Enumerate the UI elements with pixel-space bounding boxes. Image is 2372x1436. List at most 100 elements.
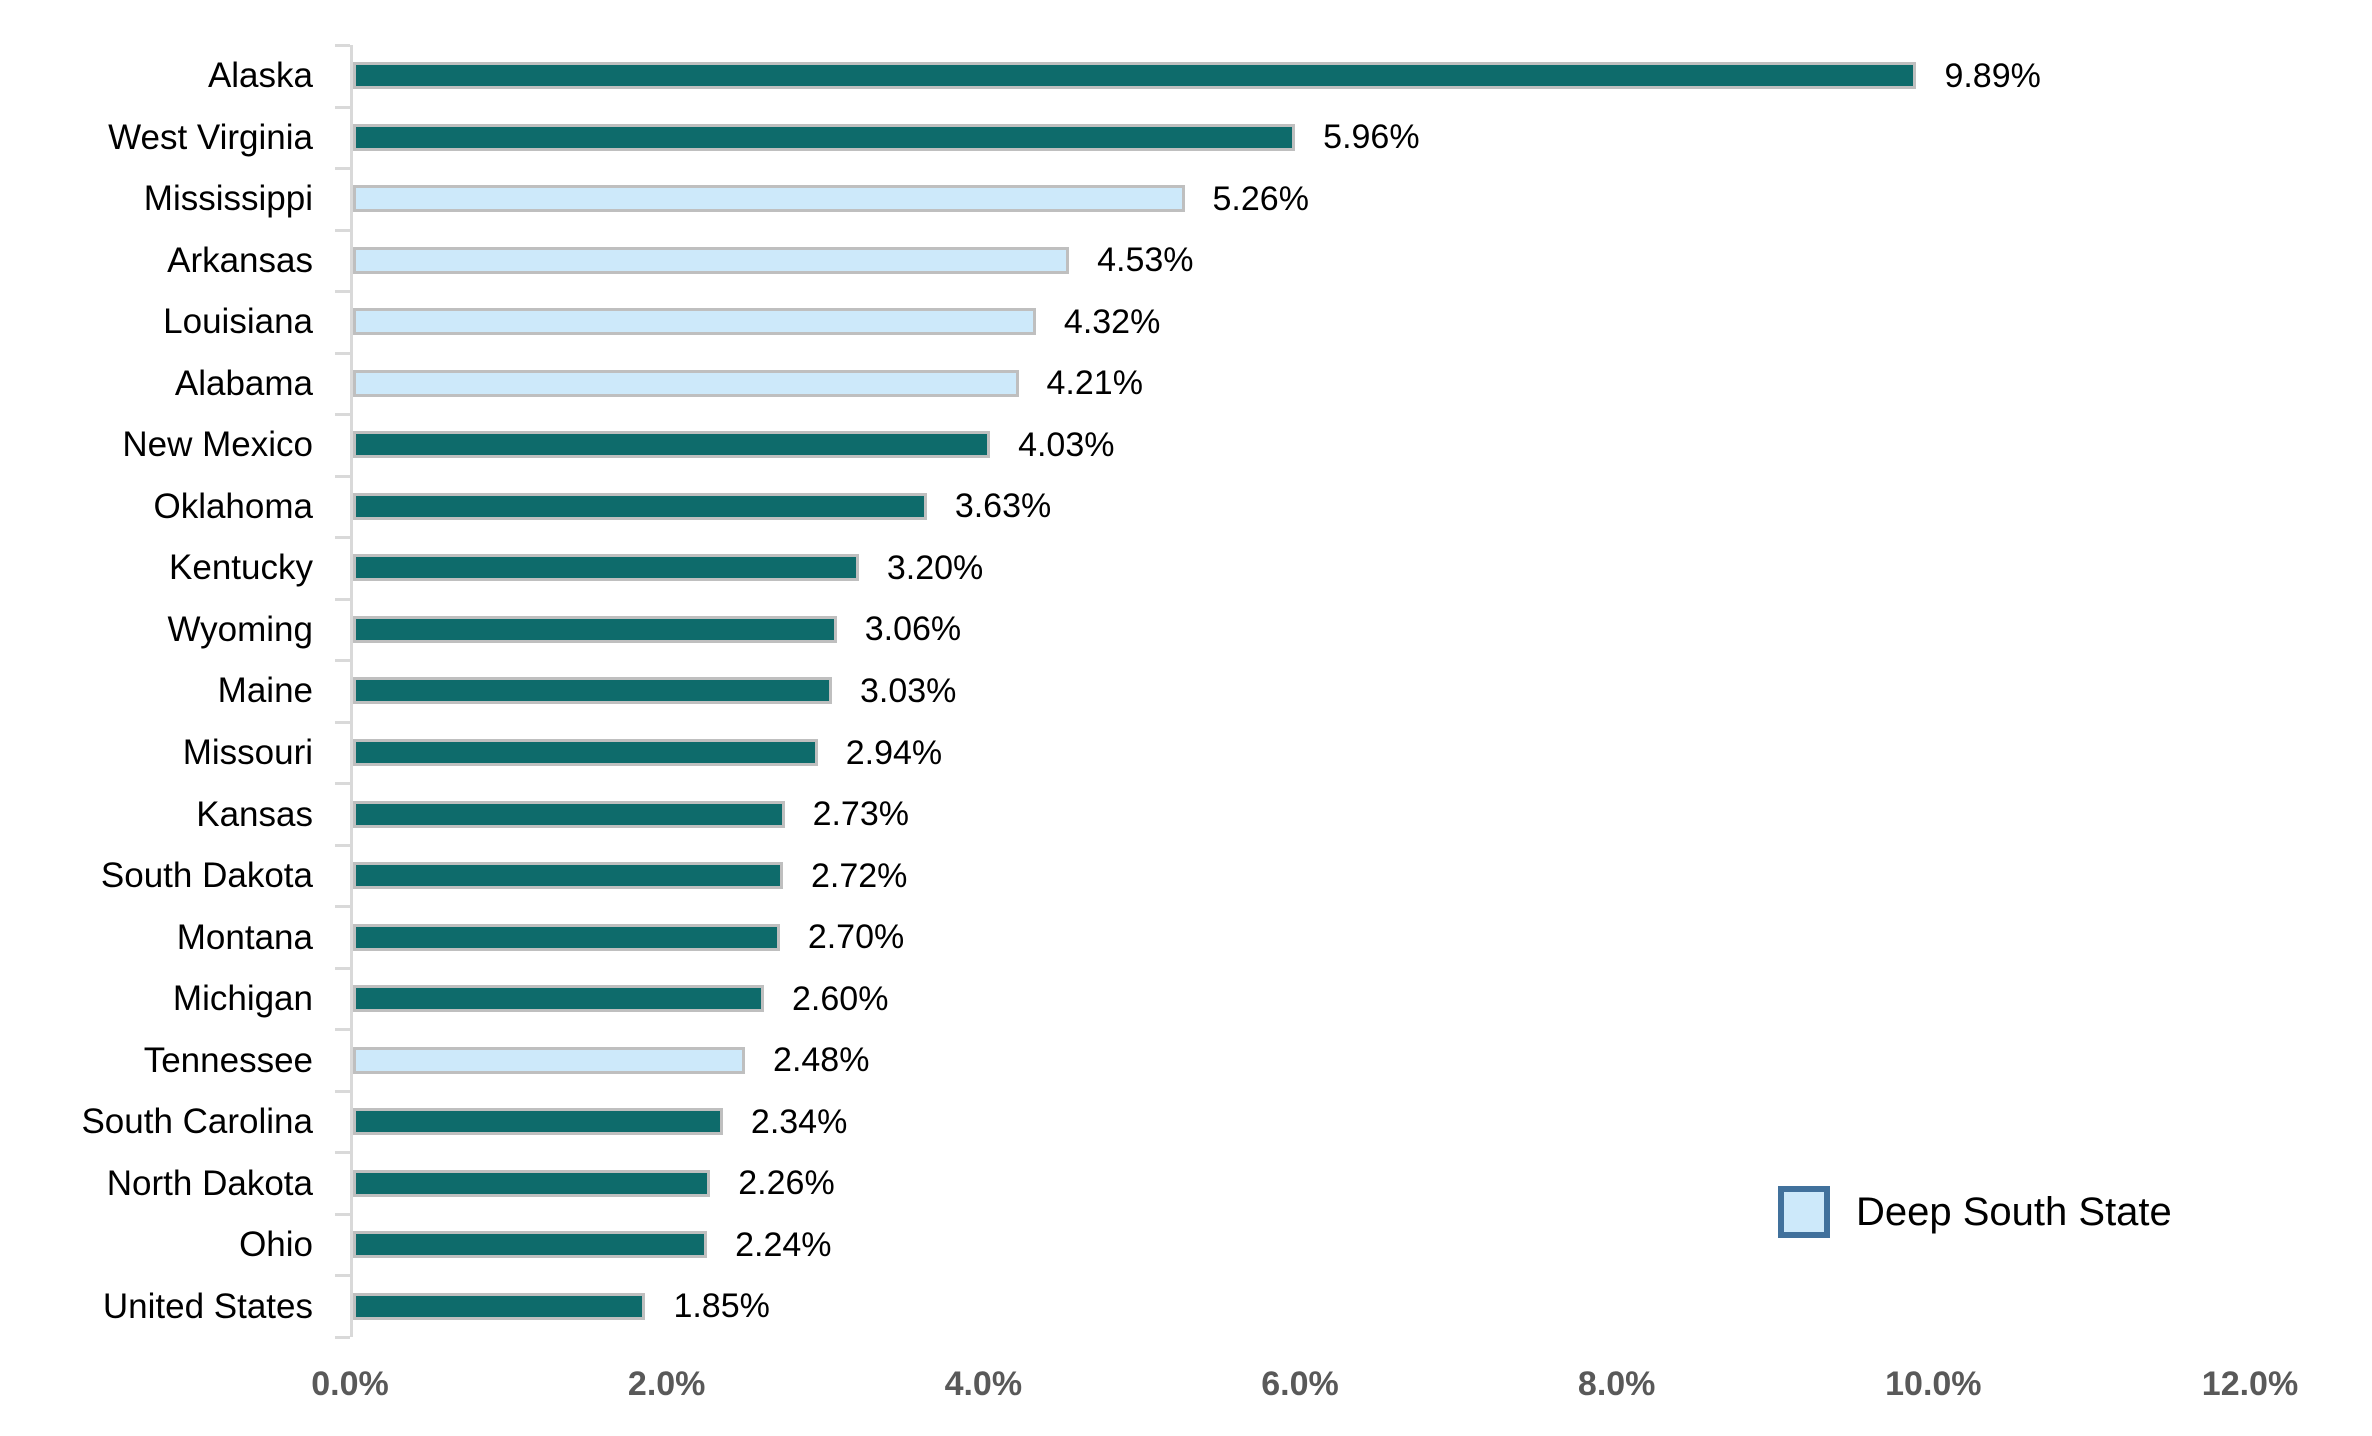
category-label: South Dakota xyxy=(100,856,313,896)
bar-row: Kentucky 3.20% xyxy=(169,537,2250,599)
y-axis-tick xyxy=(335,597,350,601)
y-axis-tick xyxy=(335,1274,350,1278)
value-label: 2.70% xyxy=(807,918,905,957)
category-label: New Mexico xyxy=(122,425,313,465)
x-axis-tick-label: 12.0% xyxy=(2201,1365,2299,1403)
y-axis-tick xyxy=(335,351,350,355)
y-axis-tick xyxy=(335,1151,350,1155)
value-label: 2.73% xyxy=(812,795,909,834)
y-axis-tick xyxy=(335,167,350,171)
value-label: 4.21% xyxy=(1046,364,1143,403)
value-label: 5.96% xyxy=(1323,118,1420,157)
bar-row: Louisiana 4.32% xyxy=(163,291,2250,353)
bar xyxy=(353,431,991,459)
bar xyxy=(353,923,780,951)
y-axis-tick xyxy=(335,44,350,47)
y-axis-tick xyxy=(335,905,350,909)
value-label: 5.26% xyxy=(1212,179,1309,218)
y-axis-tick xyxy=(335,720,350,724)
bar-deep-south xyxy=(353,1046,746,1074)
bar xyxy=(353,1292,646,1320)
bar xyxy=(353,985,765,1013)
y-axis-tick xyxy=(335,1212,350,1216)
category-label: Kansas xyxy=(196,794,313,834)
bar-deep-south xyxy=(353,308,1036,336)
bar-row: Maine 3.03% xyxy=(218,660,2250,722)
bar-row: South Dakota 2.72% xyxy=(101,845,2250,907)
bar-row: Montana 2.70% xyxy=(177,906,2250,968)
legend: Deep South State xyxy=(1778,1186,2172,1238)
y-axis-tick xyxy=(335,966,350,970)
bar-row: New Mexico 4.03% xyxy=(122,414,2250,476)
category-label: Michigan xyxy=(172,979,313,1019)
y-axis-tick xyxy=(335,1089,350,1093)
category-label: Arkansas xyxy=(167,240,313,280)
bar xyxy=(353,800,785,828)
bar-row: United States 1.85% xyxy=(103,1275,2250,1337)
value-label: 2.72% xyxy=(810,856,908,895)
legend-swatch-deep-south xyxy=(1778,1186,1830,1238)
category-label: Ohio xyxy=(239,1225,313,1265)
category-label: Missouri xyxy=(182,733,313,772)
bar-row: Tennessee 2.48% xyxy=(144,1029,2250,1091)
bar xyxy=(353,123,1296,151)
y-axis-tick xyxy=(335,1028,350,1032)
category-label: Louisiana xyxy=(163,302,313,342)
plot-area: Alaska 9.89% West Virginia 5.96% Mississippi… xyxy=(81,44,2250,1339)
y-axis-tick xyxy=(335,1336,350,1339)
bar-row: Alabama 4.21% xyxy=(175,353,2250,415)
bar xyxy=(353,677,832,705)
bar xyxy=(353,492,927,520)
y-axis-tick xyxy=(335,843,350,847)
y-axis-tick xyxy=(335,536,350,540)
value-label: 2.60% xyxy=(792,979,889,1018)
bar xyxy=(353,62,1917,90)
bar xyxy=(353,862,783,890)
bar-row: South Carolina 2.34% xyxy=(81,1091,2250,1153)
x-axis-tick-label: 8.0% xyxy=(1577,1365,1656,1403)
bar-row: Ohio 2.24% xyxy=(239,1214,2250,1276)
x-axis-tick-label: 10.0% xyxy=(1885,1365,1982,1403)
value-label: 4.53% xyxy=(1097,241,1194,280)
category-label: Tennessee xyxy=(143,1040,313,1080)
value-label: 2.26% xyxy=(738,1164,835,1203)
value-label: 2.94% xyxy=(845,733,943,772)
y-axis-tick xyxy=(335,782,350,786)
category-label: South Carolina xyxy=(81,1102,313,1142)
bar-row: Kansas 2.73% xyxy=(196,783,2250,845)
y-axis-tick xyxy=(335,474,350,478)
value-label: 2.48% xyxy=(773,1041,870,1080)
y-axis-tick xyxy=(335,228,350,232)
value-label: 3.20% xyxy=(886,548,984,587)
category-label: Wyoming xyxy=(167,609,313,649)
bar-row: Wyoming 3.06% xyxy=(167,599,2250,661)
x-axis-tick-label: 0.0% xyxy=(311,1365,389,1403)
bar-row: Mississippi 5.26% xyxy=(144,168,2250,230)
category-label: Maine xyxy=(217,671,313,711)
category-label: Mississippi xyxy=(143,179,313,219)
value-label: 3.03% xyxy=(859,671,957,710)
bar-row: North Dakota 2.26% xyxy=(107,1152,2250,1214)
bar-row: Michigan 2.60% xyxy=(173,968,2250,1030)
category-label: Oklahoma xyxy=(153,486,313,526)
bar-row: Arkansas 4.53% xyxy=(167,230,2250,292)
bar-deep-south xyxy=(353,185,1185,213)
value-label: 1.85% xyxy=(673,1287,770,1326)
bar-row: Alaska 9.89% xyxy=(208,45,2250,107)
legend-label: Deep South State xyxy=(1856,1189,2172,1234)
bar-row: West Virginia 5.96% xyxy=(108,107,2250,169)
category-label: West Virginia xyxy=(108,117,313,157)
category-label: North Dakota xyxy=(106,1163,313,1203)
category-label: Kentucky xyxy=(169,548,313,588)
value-label: 2.24% xyxy=(735,1225,832,1264)
bar xyxy=(353,554,859,582)
y-axis-tick xyxy=(335,659,350,663)
y-axis-tick xyxy=(335,413,350,417)
bar-row: Missouri 2.94% xyxy=(183,722,2250,784)
value-label: 9.89% xyxy=(1944,56,2041,95)
value-label: 3.63% xyxy=(954,487,1052,526)
bar xyxy=(353,1231,708,1259)
value-label: 3.06% xyxy=(864,610,962,649)
bar-deep-south xyxy=(353,369,1019,397)
